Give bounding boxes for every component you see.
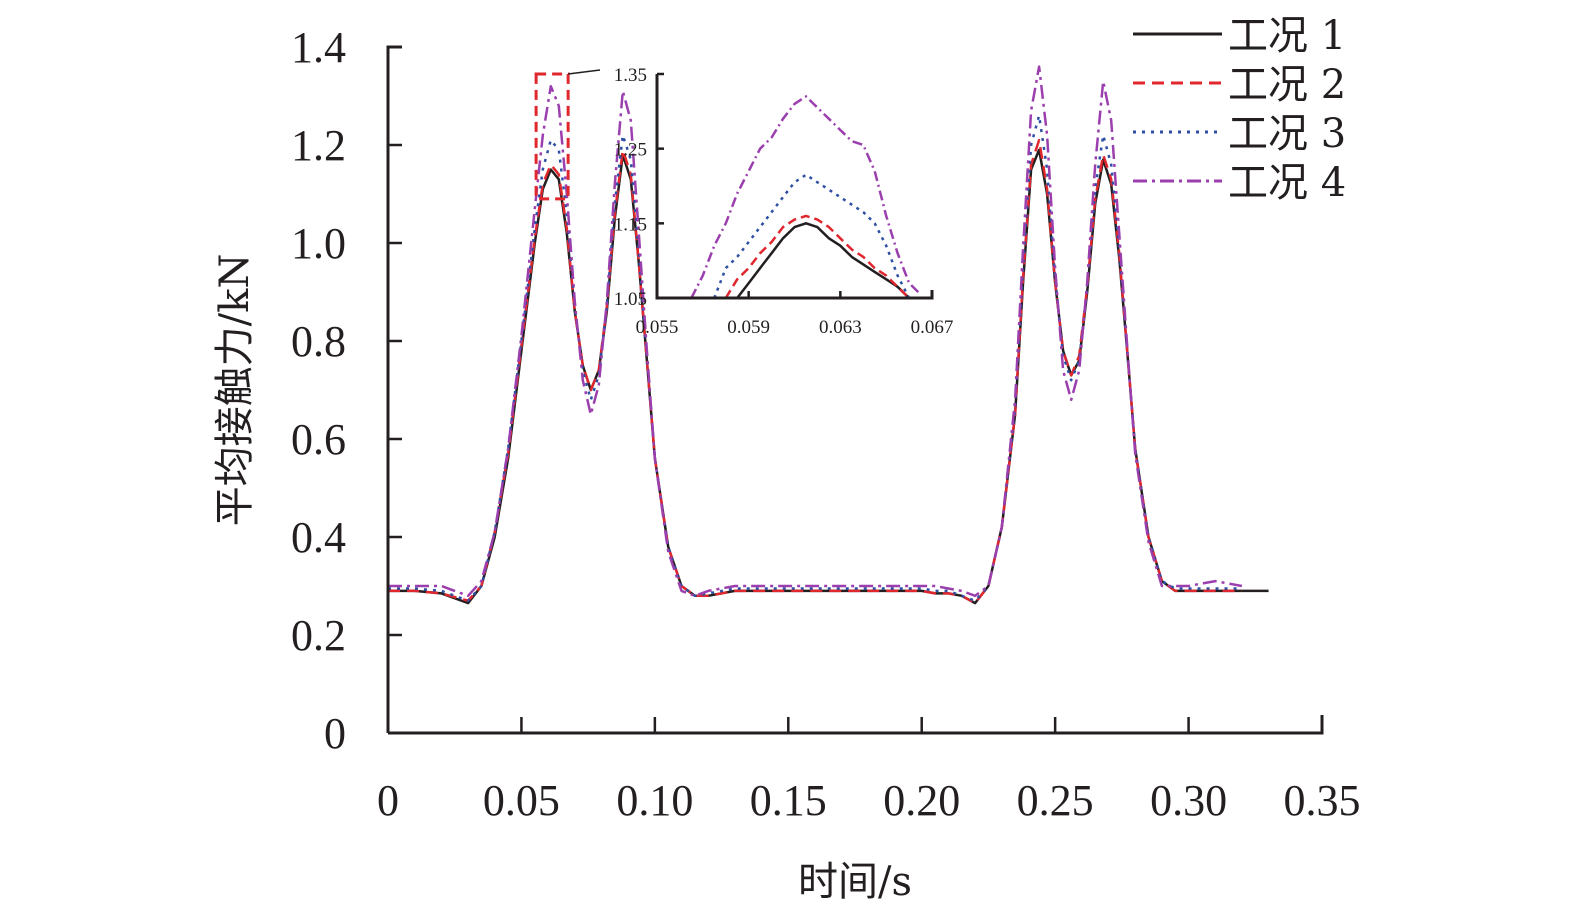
y-tick-label: 0.4	[291, 513, 346, 562]
y-axis-line	[386, 45, 402, 733]
inset-x-tick-label: 0.055	[636, 317, 679, 338]
legend-label: 工况 3	[1228, 111, 1346, 157]
y-tick-label: 0.8	[291, 317, 346, 366]
legend-label: 工况 1	[1228, 13, 1346, 59]
inset-series-3-line	[713, 173, 911, 299]
y-tick-label: 0.2	[291, 611, 346, 660]
y-tick-label: 0.6	[291, 415, 346, 464]
x-tick-label: 0.20	[883, 776, 960, 825]
zoom-region-box	[534, 72, 570, 201]
series-3-line	[388, 114, 1242, 602]
y-tick-label: 1.4	[291, 23, 346, 72]
inset-y-tick-label: 1.15	[614, 214, 647, 235]
inset-y-tick-label: 1.35	[614, 65, 647, 86]
inset-x-ticks: 0.055 0.059 0.063 0.067	[636, 291, 954, 338]
x-axis-line	[388, 715, 1324, 735]
x-tick-label: 0.25	[1017, 776, 1094, 825]
x-axis-title: 时间/s	[798, 859, 912, 905]
x-tick-label: 0	[377, 776, 399, 825]
inset-axes	[655, 74, 934, 300]
zoom-connector-line	[568, 69, 601, 75]
inset-series-4-line	[690, 95, 922, 299]
inset-series-group	[690, 95, 922, 299]
inset-chart: 0.055 0.059 0.063 0.067 1.05 1.15 1.25 1.35	[614, 65, 954, 338]
legend-item: 工况 4	[1133, 160, 1346, 206]
legend: 工况 1工况 2工况 3工况 4	[1133, 13, 1346, 206]
y-tick-label: 1.2	[291, 121, 346, 170]
main-series-group	[388, 65, 1269, 605]
legend-item: 工况 1	[1133, 13, 1346, 59]
y-axis-title: 平均接触力/kN	[212, 254, 258, 527]
inset-x-tick-label: 0.059	[727, 317, 770, 338]
inset-x-tick-label: 0.063	[819, 317, 862, 338]
inset-y-tick-label: 1.25	[614, 140, 647, 161]
series-1-line	[388, 148, 1269, 605]
legend-item: 工况 3	[1133, 111, 1346, 157]
x-tick-label: 0.05	[483, 776, 560, 825]
inset-series-2-line	[724, 214, 910, 299]
inset-y-tick-label: 1.05	[614, 289, 647, 310]
series-4-line	[388, 65, 1243, 598]
inset-x-tick-label: 0.067	[911, 317, 954, 338]
legend-label: 工况 4	[1228, 160, 1346, 206]
legend-label: 工况 2	[1228, 62, 1346, 108]
y-ticks: 0 0.2 0.4 0.6 0.8 1.0 1.2 1.4	[291, 23, 402, 758]
x-tick-label: 0.15	[750, 776, 827, 825]
x-tick-label: 0.10	[616, 776, 693, 825]
main-axes	[386, 45, 1324, 735]
inset-y-ticks: 1.05 1.15 1.25 1.35	[614, 65, 664, 310]
x-ticks: 0 0.05 0.10 0.15 0.20 0.25 0.30 0.35	[377, 717, 1361, 825]
series-2-line	[388, 138, 1242, 605]
y-tick-label: 1.0	[291, 219, 346, 268]
legend-item: 工况 2	[1133, 62, 1346, 108]
y-tick-label: 0	[324, 709, 346, 758]
x-tick-label: 0.30	[1150, 776, 1227, 825]
inset-series-1-line	[736, 222, 910, 299]
x-tick-label: 0.35	[1284, 776, 1361, 825]
